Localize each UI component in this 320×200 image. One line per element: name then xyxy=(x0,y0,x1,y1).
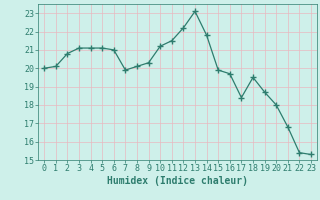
X-axis label: Humidex (Indice chaleur): Humidex (Indice chaleur) xyxy=(107,176,248,186)
